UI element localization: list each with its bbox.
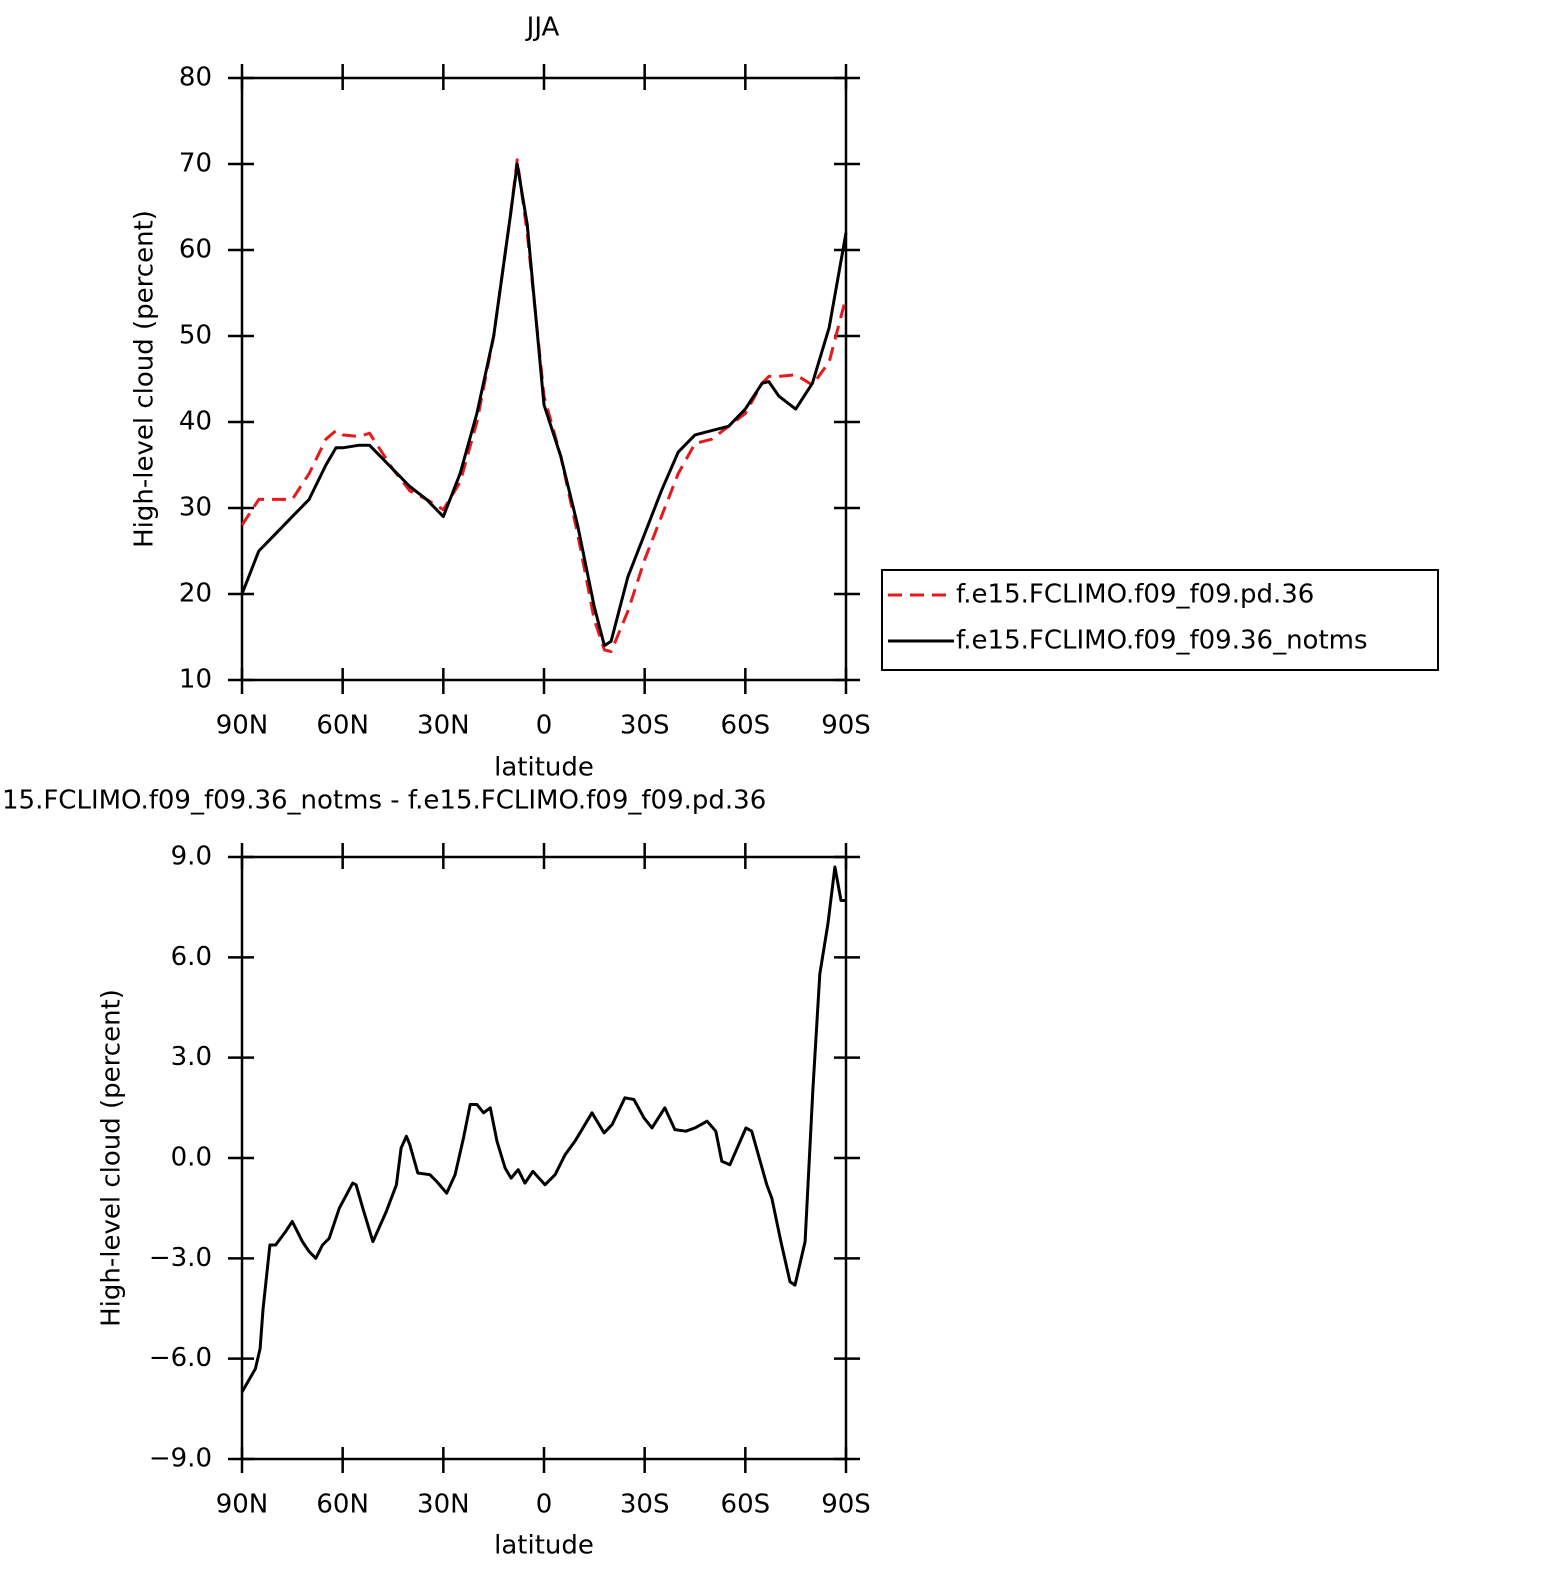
y-axis-label: High-level cloud (percent) — [130, 210, 160, 548]
x-tick-label: 60N — [316, 1490, 369, 1520]
x-tick-label: 90N — [216, 1490, 269, 1520]
x-tick-label: 30N — [417, 711, 470, 741]
x-tick-label: 60S — [721, 1490, 771, 1520]
y-axis-label: High-level cloud (percent) — [97, 989, 127, 1327]
y-tick-label: −9.0 — [149, 1444, 212, 1474]
y-tick-label: 70 — [179, 149, 212, 179]
y-tick-label: 3.0 — [171, 1042, 212, 1072]
x-tick-label: 60N — [316, 711, 369, 741]
legend-label: f.e15.FCLIMO.f09_f09.pd.36 — [956, 580, 1314, 610]
y-tick-label: −3.0 — [149, 1243, 212, 1273]
x-tick-label: 90N — [216, 711, 269, 741]
data-line — [240, 162, 848, 648]
y-tick-label: 10 — [179, 665, 212, 695]
y-tick-label: 50 — [179, 321, 212, 351]
x-tick-label: 30S — [620, 711, 670, 741]
plot-frame — [240, 76, 848, 682]
x-axis-label: latitude — [494, 1531, 594, 1561]
y-tick-label: 80 — [179, 63, 212, 93]
y-tick-label: −6.0 — [149, 1343, 212, 1373]
x-tick-label: 0 — [536, 1490, 553, 1520]
y-tick-label: 0.0 — [171, 1143, 212, 1173]
x-tick-label: 0 — [536, 711, 553, 741]
legend-box — [881, 569, 1439, 671]
x-tick-label: 30S — [620, 1490, 670, 1520]
x-tick-label: 90S — [821, 711, 871, 741]
chart-title: 15.FCLIMO.f09_f09.36_notms - f.e15.FCLIM… — [2, 786, 766, 816]
x-tick-label: 30N — [417, 1490, 470, 1520]
y-tick-label: 6.0 — [171, 942, 212, 972]
x-tick-label: 90S — [821, 1490, 871, 1520]
y-tick-label: 30 — [179, 493, 212, 523]
legend-label: f.e15.FCLIMO.f09_f09.36_notms — [956, 626, 1368, 656]
y-tick-label: 40 — [179, 407, 212, 437]
x-axis-label: latitude — [494, 753, 594, 783]
x-tick-label: 60S — [721, 711, 771, 741]
plot-frame — [240, 855, 848, 1461]
data-line — [240, 865, 846, 1393]
y-tick-label: 60 — [179, 235, 212, 265]
y-tick-label: 9.0 — [171, 842, 212, 872]
y-tick-label: 20 — [179, 579, 212, 609]
chart-title: JJA — [525, 13, 560, 43]
